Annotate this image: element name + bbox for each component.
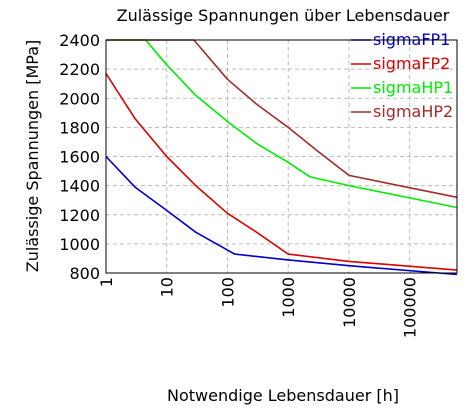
series-line-sigmaFP2 [105, 73, 458, 271]
y-tick-label: 1200 [59, 206, 100, 225]
y-tick-label: 1000 [59, 235, 100, 254]
series-line-sigmaHP2 [106, 39, 458, 199]
y-tick-label: 1400 [59, 177, 100, 196]
x-tick-label: 100 [218, 277, 237, 308]
plot-frame [105, 39, 458, 274]
y-tick-label: 2400 [59, 31, 100, 50]
x-tick-label: 100000 [401, 277, 420, 338]
legend-label-sigmaHP2: sigmaHP2 [373, 102, 453, 121]
x-tick-label: 10000 [340, 277, 359, 328]
y-tick-label: 1800 [59, 118, 100, 137]
x-axis-label: Notwendige Lebensdauer [h] [167, 386, 399, 405]
series-line-sigmaHP1 [106, 39, 458, 209]
legend-label-sigmaFP2: sigmaFP2 [373, 54, 450, 73]
series-line-sigmaFP1 [105, 155, 458, 276]
y-tick-label: 2000 [59, 89, 100, 108]
x-tick-label: 10 [158, 277, 177, 297]
y-axis-label: Zulässige Spannungen [MPa] [23, 40, 42, 272]
y-tick-label: 2200 [59, 60, 100, 79]
x-tick-label: 1 [97, 277, 116, 287]
y-tick-label: 800 [69, 264, 100, 283]
grid [106, 40, 457, 273]
x-tick-label: 1000 [279, 277, 298, 318]
series-lines [105, 39, 458, 276]
y-tick-label: 1600 [59, 148, 100, 167]
tick-labels: 800 1000 1200 1400 1600 1800 2000 2200 2400 1 10 10… [59, 31, 419, 338]
chart-title: Zulässige Spannungen über Lebensdauer [117, 6, 450, 25]
legend-label-sigmaHP1: sigmaHP1 [373, 78, 453, 97]
